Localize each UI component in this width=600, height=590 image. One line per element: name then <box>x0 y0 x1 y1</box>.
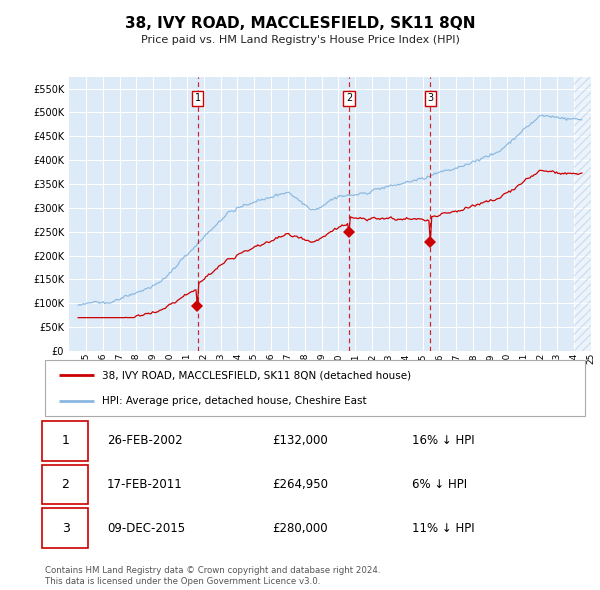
Bar <box>574 77 591 351</box>
Text: 2: 2 <box>62 478 70 491</box>
Text: 17-FEB-2011: 17-FEB-2011 <box>107 478 183 491</box>
Text: 09-DEC-2015: 09-DEC-2015 <box>107 522 185 535</box>
Text: £280,000: £280,000 <box>272 522 328 535</box>
FancyBboxPatch shape <box>45 360 585 416</box>
Text: 1: 1 <box>62 434 70 447</box>
FancyBboxPatch shape <box>42 421 88 461</box>
Text: 6% ↓ HPI: 6% ↓ HPI <box>412 478 467 491</box>
Text: This data is licensed under the Open Government Licence v3.0.: This data is licensed under the Open Gov… <box>45 576 320 586</box>
Text: 3: 3 <box>62 522 70 535</box>
Text: £132,000: £132,000 <box>272 434 328 447</box>
FancyBboxPatch shape <box>42 509 88 548</box>
Text: 1: 1 <box>195 93 201 103</box>
Text: 16% ↓ HPI: 16% ↓ HPI <box>412 434 475 447</box>
Text: £264,950: £264,950 <box>272 478 328 491</box>
Text: Contains HM Land Registry data © Crown copyright and database right 2024.: Contains HM Land Registry data © Crown c… <box>45 566 380 575</box>
Text: 38, IVY ROAD, MACCLESFIELD, SK11 8QN (detached house): 38, IVY ROAD, MACCLESFIELD, SK11 8QN (de… <box>101 370 411 380</box>
Text: HPI: Average price, detached house, Cheshire East: HPI: Average price, detached house, Ches… <box>101 396 367 406</box>
Text: 2: 2 <box>346 93 352 103</box>
Text: 26-FEB-2002: 26-FEB-2002 <box>107 434 183 447</box>
FancyBboxPatch shape <box>42 465 88 504</box>
Text: Price paid vs. HM Land Registry's House Price Index (HPI): Price paid vs. HM Land Registry's House … <box>140 35 460 44</box>
Text: 3: 3 <box>427 93 433 103</box>
Text: 38, IVY ROAD, MACCLESFIELD, SK11 8QN: 38, IVY ROAD, MACCLESFIELD, SK11 8QN <box>125 16 475 31</box>
Text: 11% ↓ HPI: 11% ↓ HPI <box>412 522 475 535</box>
